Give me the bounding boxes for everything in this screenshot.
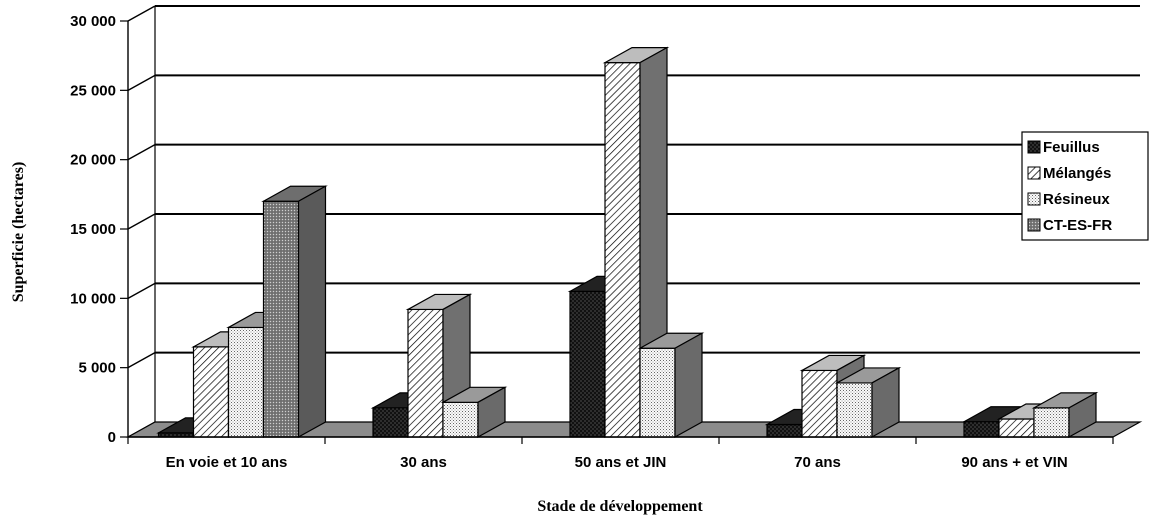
y-tick-label: 5 000: [78, 360, 116, 377]
y-tick-label: 0: [108, 429, 116, 446]
x-axis: En voie et 10 ans 30 ans 50 ans et JIN 70 a…: [127, 436, 1114, 471]
legend-label: Résineux: [1043, 191, 1110, 208]
legend-swatch: [1027, 218, 1041, 232]
gridline-diagonal: [127, 74, 156, 91]
legend-item-feuillus: Feuillus: [1027, 139, 1100, 156]
y-tick-label: 10 000: [70, 290, 116, 307]
gridline-diagonal: [127, 5, 156, 22]
x-axis-title: Stade de développement: [537, 498, 703, 515]
y-tick-label: 20 000: [70, 152, 116, 169]
bar-melanges-2: [602, 46, 670, 439]
legend-item-ct-es-fr: CT-ES-FR: [1027, 217, 1112, 234]
y-tick-label: 15 000: [70, 221, 116, 238]
bars: [156, 46, 1099, 439]
x-category-label: En voie et 10 ans: [166, 454, 288, 471]
legend-label: CT-ES-FR: [1043, 217, 1112, 234]
y-axis: 0 5 000 10 000 15 000 20 000 25 000 30 000: [70, 13, 129, 446]
legend-swatch: [1027, 166, 1041, 180]
gridline-diagonal: [127, 213, 156, 230]
bar-ct-es-fr-0: [261, 185, 328, 439]
bar-resineux-4: [1031, 391, 1099, 439]
y-axis-title: Superficie (hectares): [10, 162, 27, 303]
gridline-diagonal: [127, 352, 156, 369]
legend-box: [1021, 131, 1149, 241]
y-tick-label: 25 000: [70, 82, 116, 99]
x-category-label: 50 ans et JIN: [575, 454, 667, 471]
legend-label: Feuillus: [1043, 139, 1100, 156]
gridline-diagonal: [127, 282, 156, 299]
bar-resineux-2: [637, 332, 705, 439]
legend: Feuillus Mélangés Résineux CT-ES-FR: [1021, 131, 1149, 241]
x-category-label: 90 ans + et VIN: [961, 454, 1067, 471]
bar-resineux-1: [440, 386, 508, 439]
legend-item-resineux: Résineux: [1027, 191, 1110, 208]
legend-item-melanges: Mélangés: [1027, 165, 1111, 182]
gridline-diagonal: [127, 144, 156, 161]
legend-label: Mélangés: [1043, 165, 1111, 182]
x-category-label: 30 ans: [400, 454, 447, 471]
y-tick-label: 30 000: [70, 13, 116, 30]
x-category-label: 70 ans: [794, 454, 841, 471]
legend-swatch: [1027, 192, 1041, 206]
bar-resineux-3: [834, 366, 902, 439]
legend-swatch: [1027, 140, 1041, 154]
